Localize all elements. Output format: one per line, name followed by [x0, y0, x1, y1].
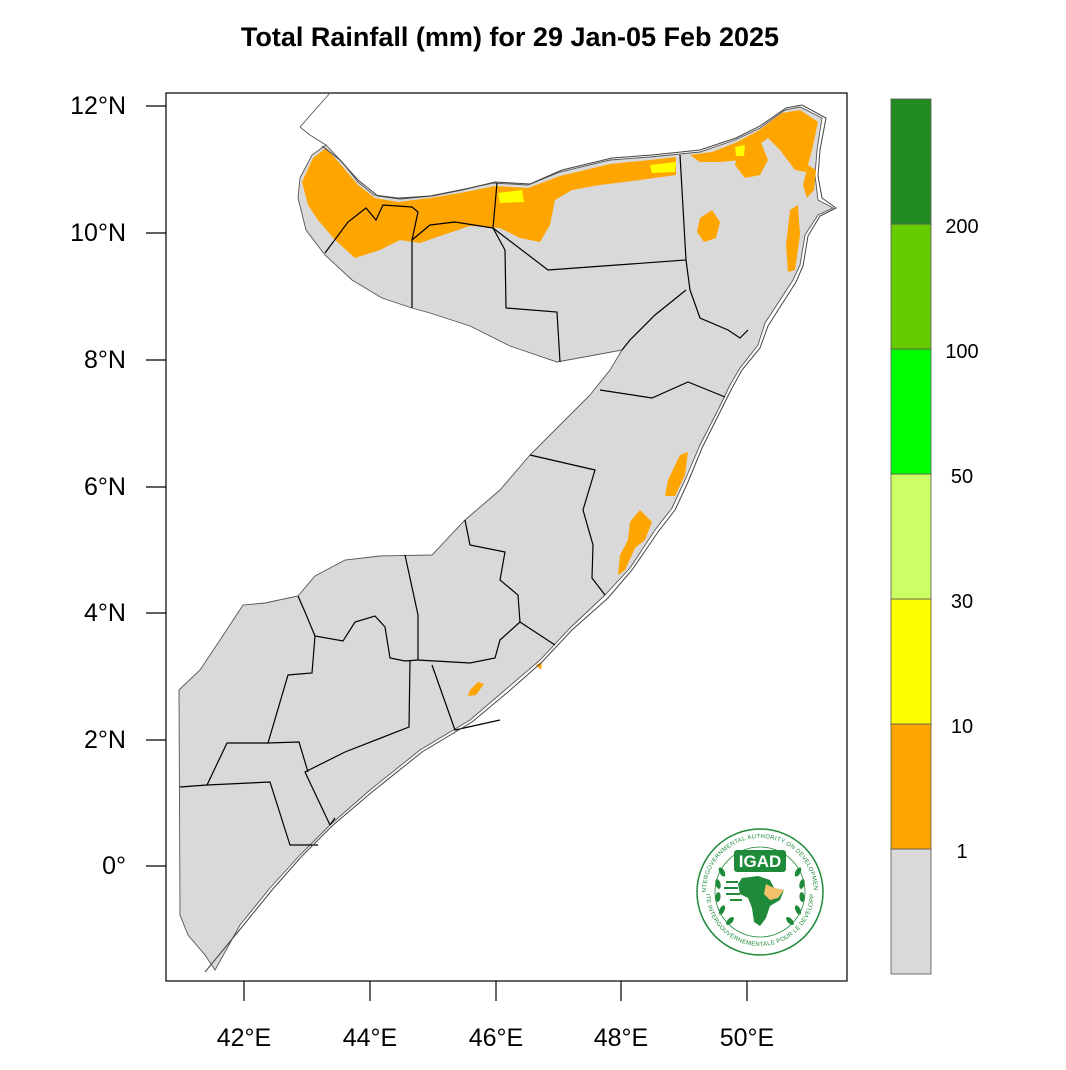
lon-tick-label: 50°E [720, 1024, 774, 1052]
logo-speed-lines [724, 881, 742, 901]
colorbar-bin-above-200 [890, 98, 932, 225]
map-panel [165, 92, 848, 982]
igad-logo: INTERGOVERNMENTAL AUTHORITY ON DEVELOPME… [696, 828, 824, 956]
lon-tick-label: 42°E [217, 1024, 271, 1052]
coastline [204, 104, 837, 973]
colorbar-label: 1 [956, 841, 967, 863]
lon-tick-label: 46°E [469, 1024, 523, 1052]
colorbar-label: 100 [945, 341, 978, 363]
rain-patch-mudug-coast [665, 452, 688, 496]
somalia-landmass [178, 106, 835, 971]
colorbar-bin-below-1 [890, 848, 932, 975]
lon-tick-label: 44°E [343, 1024, 397, 1052]
colorbar-label: 10 [951, 716, 973, 738]
latitude-axis: 12°N 10°N 8°N 6°N 4°N 2°N 0° [70, 92, 166, 880]
colorbar-bin-100-200 [890, 223, 932, 350]
colorbar-bin-10-30 [890, 598, 932, 725]
rain-patch-galgaduud-coast [618, 510, 652, 575]
colorbar-label: 200 [945, 216, 978, 238]
lat-tick-label: 12°N [70, 92, 126, 120]
rain-patch-bari-blob [697, 210, 720, 242]
rain-patch-east-coast-strip [786, 205, 800, 272]
lat-tick-label: 0° [102, 852, 126, 880]
rain-layer-1-10mm [302, 110, 818, 696]
rain-layer-10-30mm [498, 145, 745, 203]
logo-name-plate [734, 850, 786, 872]
horn-of-africa-highlight [764, 884, 784, 900]
map-title: Total Rainfall (mm) for 29 Jan-05 Feb 20… [241, 22, 779, 52]
rain-patch-northwest-coast [302, 148, 676, 258]
longitude-axis: 42°E 44°E 46°E 48°E 50°E [217, 981, 774, 1052]
rain-patch-northeast-yellow [650, 162, 676, 173]
laurel-wreath [715, 867, 805, 925]
rain-patch-northeast-coast [690, 110, 818, 172]
region-boundaries [179, 92, 749, 846]
colorbar-legend: 1 10 30 50 100 200 [890, 98, 979, 975]
lat-tick-label: 2°N [84, 726, 126, 754]
colorbar-bin-50-100 [890, 348, 932, 475]
lat-tick-label: 10°N [70, 219, 126, 247]
rain-patch-coast-spot [536, 662, 542, 670]
colorbar-bin-1-10 [890, 723, 932, 850]
lat-tick-label: 6°N [84, 473, 126, 501]
colorbar-label: 30 [951, 591, 973, 613]
rain-patch-sanaag-yellow [498, 190, 524, 203]
rain-patch-shabelle-spot [468, 682, 484, 696]
colorbar-bin-30-50 [890, 473, 932, 600]
lat-tick-label: 4°N [84, 599, 126, 627]
rain-patch-bari-yellow [735, 145, 745, 156]
colorbar-label: 50 [951, 466, 973, 488]
lat-tick-label: 8°N [84, 346, 126, 374]
rain-patch-east-tip [803, 165, 816, 198]
lon-tick-label: 48°E [594, 1024, 648, 1052]
logo-name: IGAD [739, 852, 782, 871]
